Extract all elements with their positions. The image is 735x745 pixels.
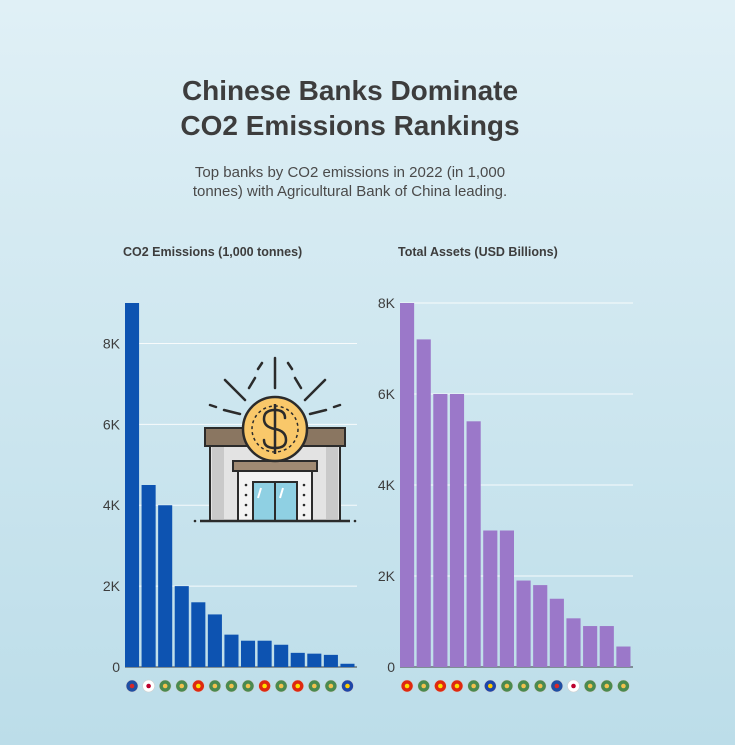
flag-other-icon bbox=[583, 679, 597, 693]
assets-bar[interactable] bbox=[483, 530, 498, 668]
flag-china-icon bbox=[192, 679, 205, 693]
co2-bar[interactable] bbox=[224, 634, 239, 667]
y-tick-label: 6K bbox=[103, 416, 121, 432]
flag-other-icon bbox=[308, 679, 321, 693]
flag-japan-icon bbox=[567, 679, 580, 693]
assets-bar[interactable] bbox=[599, 626, 614, 667]
assets-bar[interactable] bbox=[533, 585, 548, 667]
flag-other-icon bbox=[600, 679, 614, 693]
title-line-2: CO2 Emissions Rankings bbox=[180, 110, 520, 141]
co2-bar[interactable] bbox=[207, 614, 222, 667]
y-tick-label: 6K bbox=[378, 386, 396, 402]
flag-china-icon bbox=[400, 679, 414, 693]
y-tick-label: 4K bbox=[103, 497, 121, 513]
flag-eu-icon bbox=[341, 679, 354, 693]
flag-other-icon bbox=[241, 679, 255, 693]
flag-china-icon bbox=[450, 679, 464, 693]
co2-bar[interactable] bbox=[274, 644, 289, 667]
flag-china-icon bbox=[434, 679, 447, 693]
y-tick-label: 8K bbox=[378, 295, 396, 311]
y-tick-label: 2K bbox=[103, 578, 121, 594]
flag-china-icon bbox=[291, 679, 305, 693]
y-tick-label: 8K bbox=[103, 335, 121, 351]
assets-bar[interactable] bbox=[466, 421, 481, 667]
co2-bar[interactable] bbox=[290, 652, 305, 667]
assets-bar[interactable] bbox=[449, 394, 465, 667]
page-title: Chinese Banks Dominate CO2 Emissions Ran… bbox=[150, 73, 550, 143]
co2-bar[interactable] bbox=[158, 505, 173, 667]
co2-bar[interactable] bbox=[257, 640, 272, 667]
co2-bar[interactable] bbox=[241, 640, 256, 667]
assets-bar[interactable] bbox=[416, 339, 431, 667]
flag-other-icon bbox=[158, 679, 172, 693]
flag-japan-icon bbox=[142, 679, 155, 693]
flag-other-icon bbox=[225, 679, 238, 693]
y-tick-label: 0 bbox=[387, 659, 395, 675]
co2-chart-title: CO2 Emissions (1,000 tonnes) bbox=[123, 245, 303, 259]
flag-other-icon bbox=[175, 679, 189, 693]
co2-bar[interactable] bbox=[191, 602, 206, 667]
flag-other-icon bbox=[500, 679, 514, 693]
flag-other-icon bbox=[517, 679, 530, 693]
flag-other-icon bbox=[274, 679, 288, 693]
flag-other-icon bbox=[617, 679, 630, 693]
bank-with-dollar-coin-icon bbox=[193, 356, 357, 523]
flag-other-icon bbox=[467, 679, 480, 693]
co2-bar[interactable] bbox=[340, 663, 355, 667]
flag-other-icon bbox=[208, 679, 222, 693]
flag-other-icon bbox=[533, 679, 547, 693]
co2-bar[interactable] bbox=[174, 586, 189, 667]
co2-bar[interactable] bbox=[323, 654, 338, 667]
co2-bar[interactable] bbox=[307, 653, 322, 667]
y-tick-label: 2K bbox=[378, 568, 396, 584]
assets-chart-title: Total Assets (USD Billions) bbox=[398, 245, 558, 259]
assets-bar[interactable] bbox=[433, 394, 448, 667]
page-subtitle: Top banks by CO2 emissions in 2022 (in 1… bbox=[192, 164, 508, 200]
flag-china-icon bbox=[258, 679, 271, 693]
co2-emissions-chart: 0 2K 4K 6K 8K bbox=[103, 303, 357, 693]
flag-iceland-icon bbox=[550, 679, 564, 693]
assets-bar[interactable] bbox=[583, 626, 598, 667]
assets-bar[interactable] bbox=[499, 530, 514, 668]
co2-bar[interactable] bbox=[141, 485, 156, 667]
y-tick-label: 0 bbox=[112, 659, 120, 675]
y-tick-label: 4K bbox=[378, 477, 396, 493]
co2-bar[interactable] bbox=[125, 303, 140, 667]
total-assets-chart: 0 2K 4K 6K 8K bbox=[378, 295, 633, 693]
assets-bar[interactable] bbox=[616, 646, 631, 667]
assets-bar[interactable] bbox=[549, 598, 564, 667]
title-line-1: Chinese Banks Dominate bbox=[181, 75, 519, 106]
flag-other-icon bbox=[324, 679, 338, 693]
assets-bar[interactable] bbox=[516, 580, 531, 667]
flag-iceland-icon bbox=[125, 679, 139, 693]
assets-bar[interactable] bbox=[566, 618, 581, 667]
flag-other-icon bbox=[417, 679, 431, 693]
flag-eu-icon bbox=[483, 679, 497, 693]
assets-bar[interactable] bbox=[400, 303, 415, 667]
